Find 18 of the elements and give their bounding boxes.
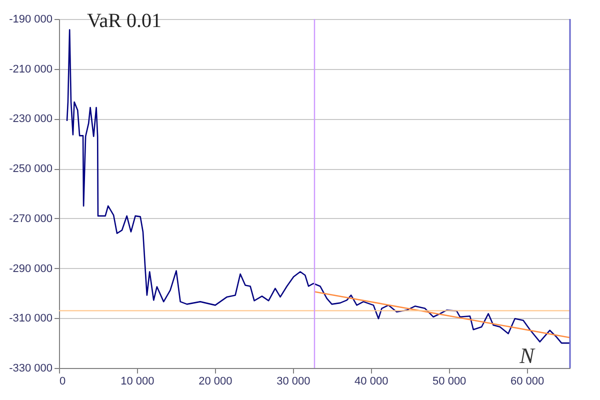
x-tick-label: 60 000: [510, 376, 544, 388]
x-tick-label: 20 000: [198, 376, 232, 388]
y-tick-label: -310 000: [9, 312, 52, 325]
y-tick-label: -230 000: [9, 113, 52, 126]
y-tick-label: -330 000: [9, 362, 52, 374]
x-tick-label: 0: [60, 376, 66, 388]
x-tick-label: 10 000: [120, 376, 154, 388]
y-tick-label: -250 000: [9, 163, 52, 176]
y-tick-label: -210 000: [9, 63, 52, 76]
y-tick-label: -190 000: [9, 14, 52, 26]
y-tick-label: -270 000: [9, 212, 52, 225]
x-tick-label: 40 000: [354, 376, 388, 388]
y-axis-title: VaR 0.01: [87, 10, 162, 32]
x-tick-label: 30 000: [276, 376, 310, 388]
x-tick-label: 50 000: [432, 376, 466, 388]
line-series: [66, 29, 571, 344]
x-axis-title: N: [518, 343, 536, 368]
y-tick-label: -290 000: [9, 262, 52, 275]
